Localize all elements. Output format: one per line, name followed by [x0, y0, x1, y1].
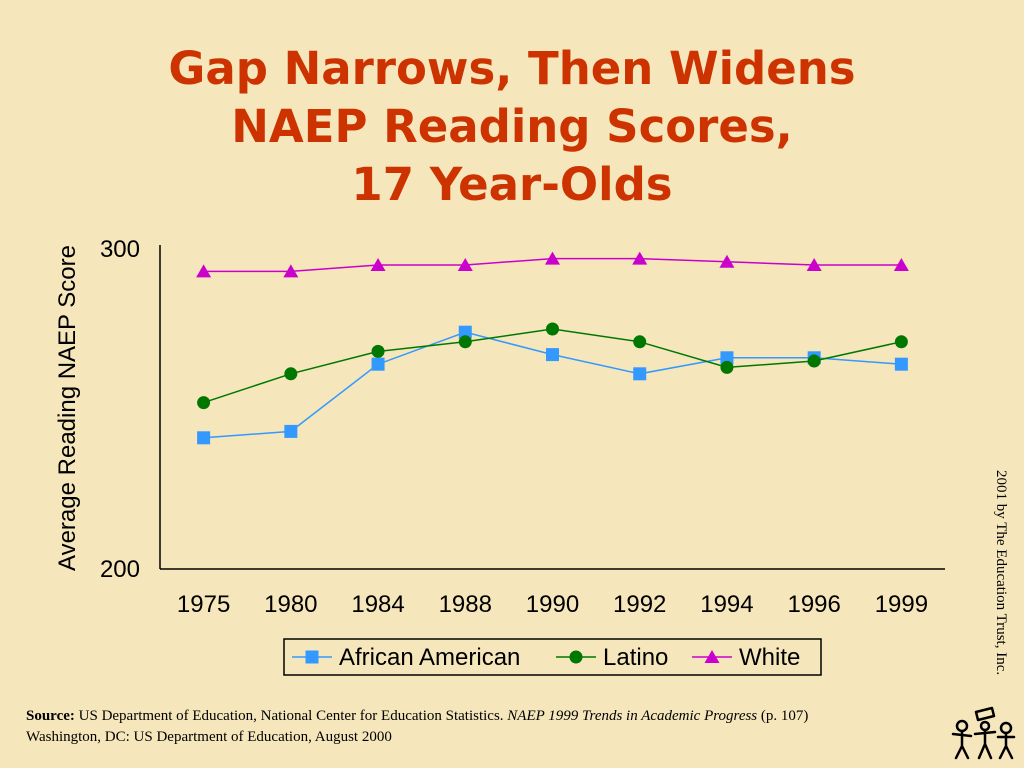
data-point-white — [457, 258, 473, 271]
data-point-african-american — [633, 367, 647, 381]
data-point-white — [719, 254, 735, 268]
legend-label-white: White — [739, 644, 800, 671]
data-point-white — [370, 258, 386, 271]
data-point-white — [893, 258, 909, 271]
data-point-african-american — [371, 357, 385, 371]
data-point-latino — [197, 396, 211, 410]
data-point-latino — [894, 335, 908, 349]
copyright-credit: 2001 by The Education Trust, Inc. — [993, 470, 1009, 676]
x-tick-label: 1984 — [351, 591, 404, 618]
x-tick-label: 1996 — [787, 591, 840, 618]
x-tick-label: 1994 — [700, 591, 753, 618]
y-axis-label: Average Reading NAEP Score — [54, 245, 81, 571]
legend-label-latino: Latino — [603, 644, 668, 671]
source-note: Source: US Department of Education, Nati… — [26, 706, 946, 748]
title-line-2: NAEP Reading Scores, — [231, 100, 793, 153]
data-point-latino — [720, 360, 734, 374]
x-tick-label: 1990 — [526, 591, 579, 618]
legend-marker-african-american — [305, 650, 319, 664]
data-point-latino — [807, 354, 821, 368]
source-label: Source: — [26, 708, 75, 724]
education-trust-logo-icon — [951, 706, 1016, 760]
legend-marker-latino — [569, 650, 583, 664]
source-text-2: (p. 107) — [760, 708, 809, 724]
data-point-white — [196, 264, 212, 278]
x-tick-label: 1999 — [875, 591, 928, 618]
data-point-african-american — [894, 357, 908, 371]
y-tick-label: 200 — [100, 556, 140, 583]
chart-title: Gap Narrows, Then Widens NAEP Reading Sc… — [0, 40, 1024, 214]
title-line-1: Gap Narrows, Then Widens — [168, 42, 856, 95]
x-tick-label: 1975 — [177, 591, 230, 618]
data-point-african-american — [546, 348, 559, 362]
series-line-african-american — [203, 331, 902, 439]
data-point-african-american — [284, 424, 298, 438]
legend-marker-white — [704, 650, 720, 663]
data-point-latino — [371, 344, 385, 358]
data-point-white — [632, 251, 648, 265]
data-point-latino — [546, 322, 559, 336]
x-tick-label: 1992 — [613, 591, 666, 618]
source-line-2: Washington, DC: US Department of Educati… — [26, 729, 392, 745]
source-publication: NAEP 1999 Trends in Academic Progress — [507, 708, 758, 724]
series-line-latino — [203, 328, 902, 404]
data-point-white — [545, 251, 560, 265]
legend-label-african-american: African American — [339, 644, 520, 671]
data-point-african-american — [197, 431, 211, 445]
legend — [283, 638, 822, 676]
data-point-latino — [633, 335, 647, 349]
data-point-latino — [284, 367, 298, 381]
data-point-african-american — [720, 351, 734, 365]
x-tick-label: 1988 — [439, 591, 492, 618]
x-tick-label: 1980 — [264, 591, 317, 618]
title-line-3: 17 Year-Olds — [351, 158, 673, 211]
data-point-latino — [458, 335, 472, 349]
source-text-1: US Department of Education, National Cen… — [78, 708, 504, 724]
data-point-african-american — [458, 325, 472, 339]
data-point-white — [283, 264, 299, 278]
y-tick-label: 300 — [100, 236, 140, 263]
data-point-white — [806, 258, 822, 271]
